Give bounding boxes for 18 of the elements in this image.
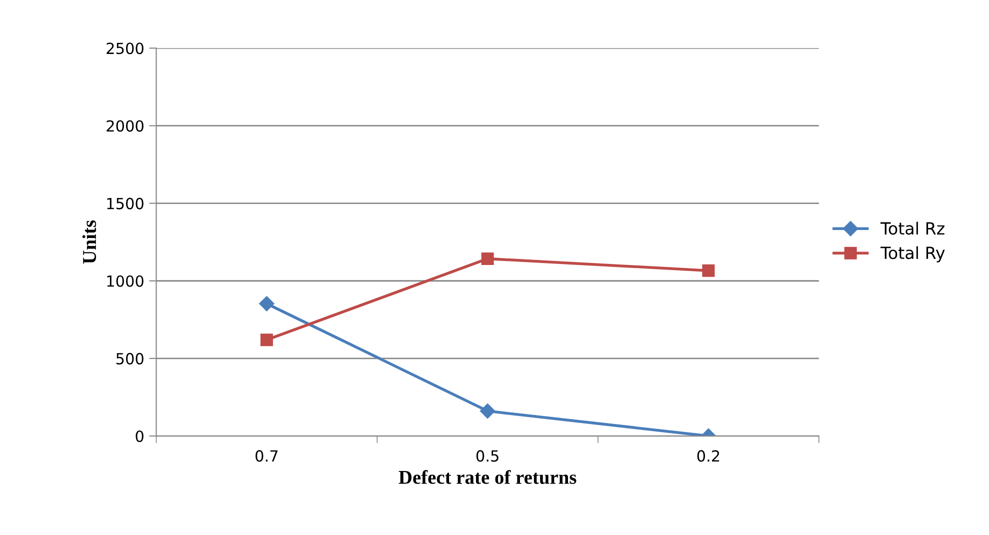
legend-label: Total Ry: [880, 246, 945, 262]
y-tick-label: 1500: [107, 198, 144, 210]
point: [481, 252, 494, 265]
point: [260, 334, 273, 346]
y-tick-label: 500: [116, 352, 144, 364]
legend-label: Total Rz: [880, 222, 944, 235]
x-axis-title: Defect rate of returns: [398, 470, 576, 484]
y-axis-title: Units: [82, 220, 96, 264]
y-tick-label: 2500: [106, 42, 144, 54]
x-tick-label: 0.5: [476, 450, 498, 462]
y-tick-label: 1000: [107, 275, 144, 287]
y-tick-label: 2000: [106, 120, 144, 132]
point: [259, 296, 274, 312]
point: [702, 264, 715, 277]
y-tick-label: 0: [136, 430, 144, 442]
x-tick-label: 0.2: [697, 450, 720, 462]
point: [480, 403, 496, 419]
x-tick-label: 0.7: [256, 450, 278, 462]
